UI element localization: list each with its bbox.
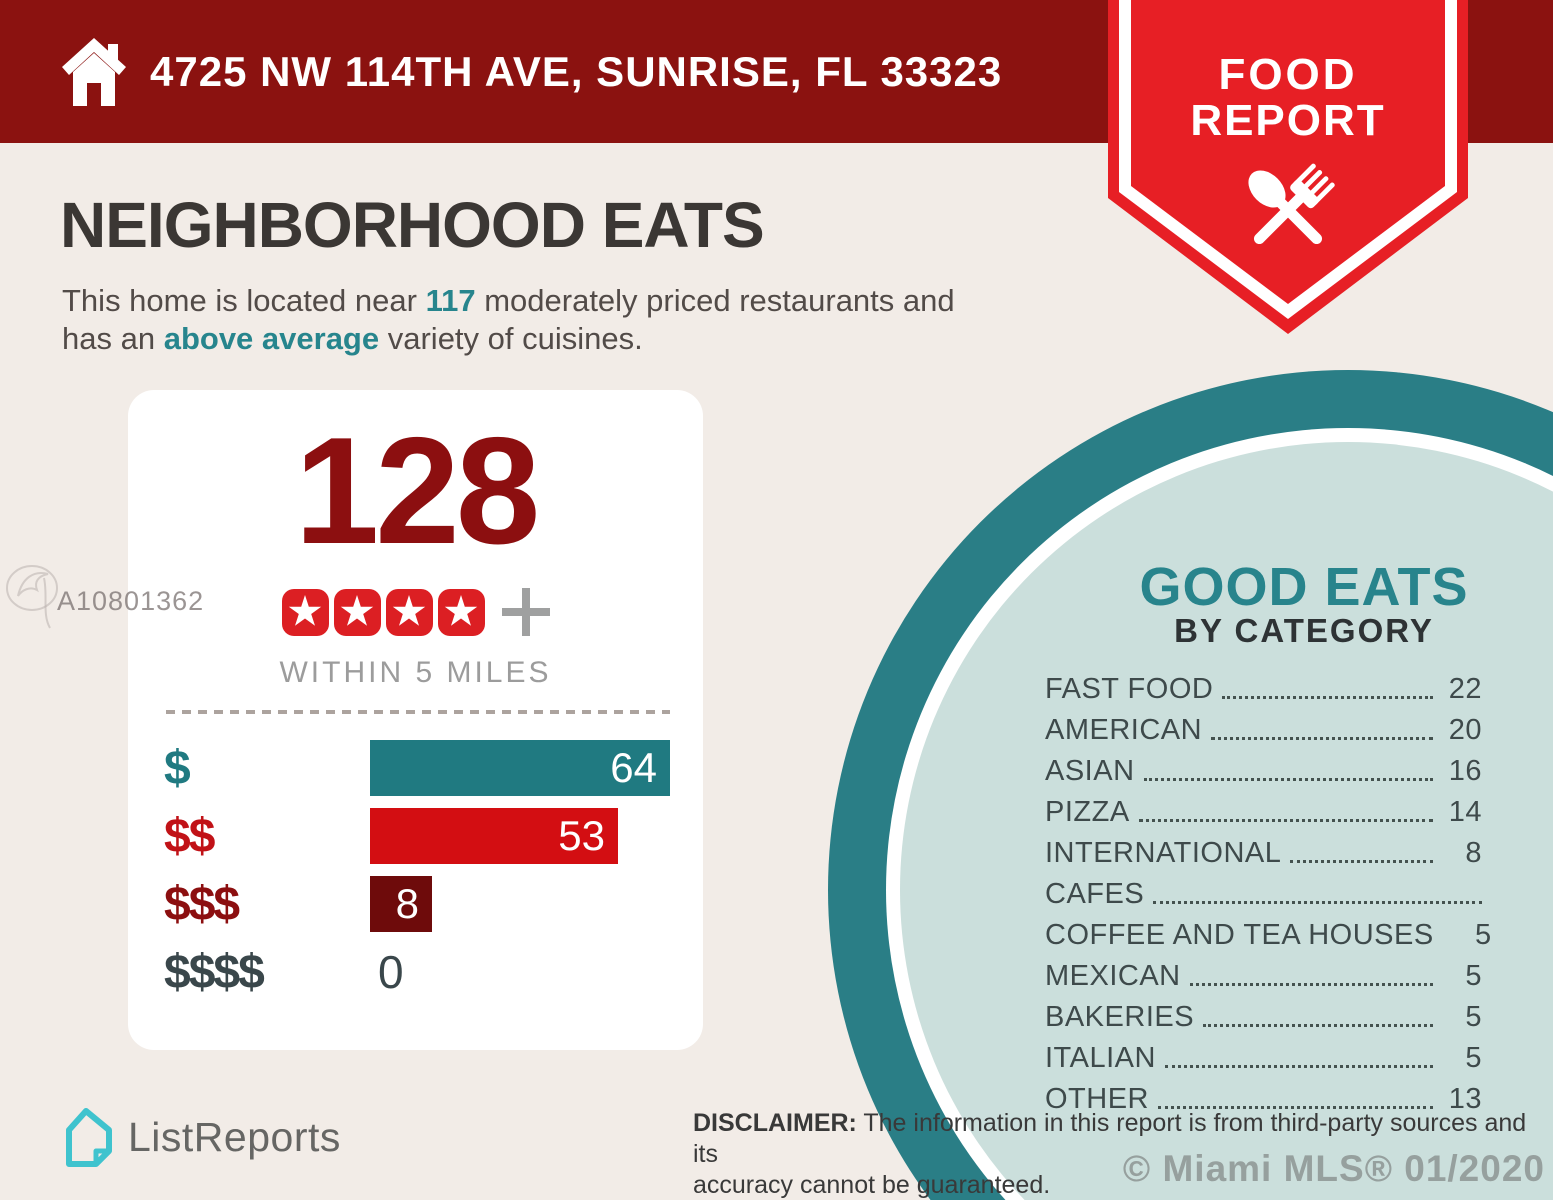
ribbon-title-line1: FOOD [1218,50,1358,99]
restaurant-count: 128 [294,406,541,576]
category-count: 13 [1448,1083,1482,1115]
category-label: AMERICAN [1045,714,1203,746]
list-item: ITALIAN 5 [1045,1037,1482,1078]
dot-leader [1211,737,1433,740]
price-bar-value: 8 [395,880,419,927]
dot-leader [1189,983,1433,986]
dot-leader [1203,1024,1433,1027]
star-icon [333,588,381,636]
category-count: 14 [1448,796,1482,828]
restaurant-stats-card: 128 WITHIN 5 MILES $ 64 $$ [128,390,703,1050]
dot-leader [1164,1065,1433,1068]
intro-l1c: moderately priced restaurants and [475,283,955,318]
star-icon [437,588,485,636]
category-label: ASIAN [1045,755,1135,787]
disclaimer-line2: accuracy cannot be guaranteed. [693,1171,1051,1199]
list-item: PIZZA 14 [1045,791,1482,832]
category-count: 5 [1465,1001,1482,1033]
category-label: ITALIAN [1045,1042,1156,1074]
category-count: 22 [1448,673,1482,705]
listreports-house-icon [66,1108,112,1167]
price-bar: 53 [370,808,618,864]
category-label: MEXICAN [1045,960,1181,992]
category-count: 5 [1465,1042,1482,1074]
price-level-label: $ [164,741,191,795]
category-count: 5 [1475,919,1492,951]
good-eats-subtitle: BY CATEGORY [1174,612,1434,649]
category-label: OTHER [1045,1083,1149,1115]
price-bar-value: 53 [558,812,605,859]
intro-l2a: has an [62,321,164,356]
list-item: AMERICAN 20 [1045,709,1482,750]
intro-l1a: This home is located near [62,283,426,318]
dot-leader [1138,819,1433,822]
rating-stars-row [128,588,703,636]
price-row: $ 64 [128,740,703,796]
dot-leader [1222,696,1433,699]
food-report-ribbon: FOOD REPORT [1108,0,1468,345]
price-bar-value: 64 [610,744,657,791]
category-label: INTERNATIONAL [1045,837,1282,869]
plus-icon [501,588,550,636]
property-address: 4725 NW 114TH AVE, SUNRISE, FL 33323 [150,47,1003,95]
category-count: 5 [1465,960,1482,992]
dashed-divider [166,710,670,714]
list-item: CAFES [1045,873,1482,914]
intro-text: This home is located near 117 moderately… [62,282,955,358]
category-label: CAFES [1045,878,1145,910]
price-bar: 64 [370,740,670,796]
list-item: BAKERIES 5 [1045,996,1482,1037]
list-item: FAST FOOD 22 [1045,668,1482,709]
category-count: 8 [1465,837,1482,869]
price-row: $$$$ 0 [128,944,703,1000]
price-level-label: $$$ [164,877,240,931]
category-count: 20 [1448,714,1482,746]
price-bar-value: 0 [378,946,404,998]
price-level-bars: $ 64 $$ 53 $$$ 8 $$$$ 0 [128,740,703,1012]
price-row: $$ 53 [128,808,703,864]
page-title: NEIGHBORHOOD EATS [60,189,765,261]
dot-leader [1143,778,1433,781]
listreports-logo-text: ListReports [128,1113,341,1160]
intro-l2c: variety of cuisines. [379,321,643,356]
intro-count: 117 [425,283,476,318]
mls-id-watermark: A10801362 [57,586,205,616]
mls-watermark-logo [6,565,58,629]
ribbon-title-line2: REPORT [1190,96,1386,145]
price-bar: 0 [370,944,404,1000]
category-label: COFFEE AND TEA HOUSES [1045,919,1434,951]
dot-leader [1290,860,1433,863]
star-icon [385,588,433,636]
ribbon-shape [1108,0,1468,334]
intro-highlight: above average [163,321,380,356]
within-miles-label: WITHIN 5 MILES [279,656,552,689]
category-count: 16 [1448,755,1482,787]
list-item: INTERNATIONAL 8 [1045,832,1482,873]
list-item: COFFEE AND TEA HOUSES 5 [1045,914,1491,955]
price-bar: 8 [370,876,432,932]
home-icon [62,38,126,106]
listreports-logo: ListReports [58,1106,341,1168]
price-level-label: $$ [164,809,215,863]
list-item: MEXICAN 5 [1045,955,1482,996]
category-list: FAST FOOD 22 AMERICAN 20 ASIAN 16 PIZZA 14 I… [1045,668,1491,1119]
mls-credit-watermark: © Miami MLS® 01/2020 [1122,1148,1545,1189]
disclaimer-text: DISCLAIMER: The information in this repo… [693,1108,1553,1200]
spoon-fork-icon [1248,163,1335,245]
disclaimer-line1: The information in this report is from t… [693,1109,1527,1168]
category-label: FAST FOOD [1045,673,1214,705]
list-item: ASIAN 16 [1045,750,1482,791]
list-item: OTHER 13 [1045,1078,1482,1119]
star-icon [281,588,329,636]
disclaimer-label: DISCLAIMER: [693,1109,857,1137]
good-eats-title: GOOD EATS [1139,557,1469,617]
price-level-label: $$$$ [164,945,265,999]
dot-leader [1153,901,1482,904]
price-row: $$$ 8 [128,876,703,932]
dot-leader [1158,1106,1433,1109]
category-label: BAKERIES [1045,1001,1195,1033]
category-label: PIZZA [1045,796,1130,828]
